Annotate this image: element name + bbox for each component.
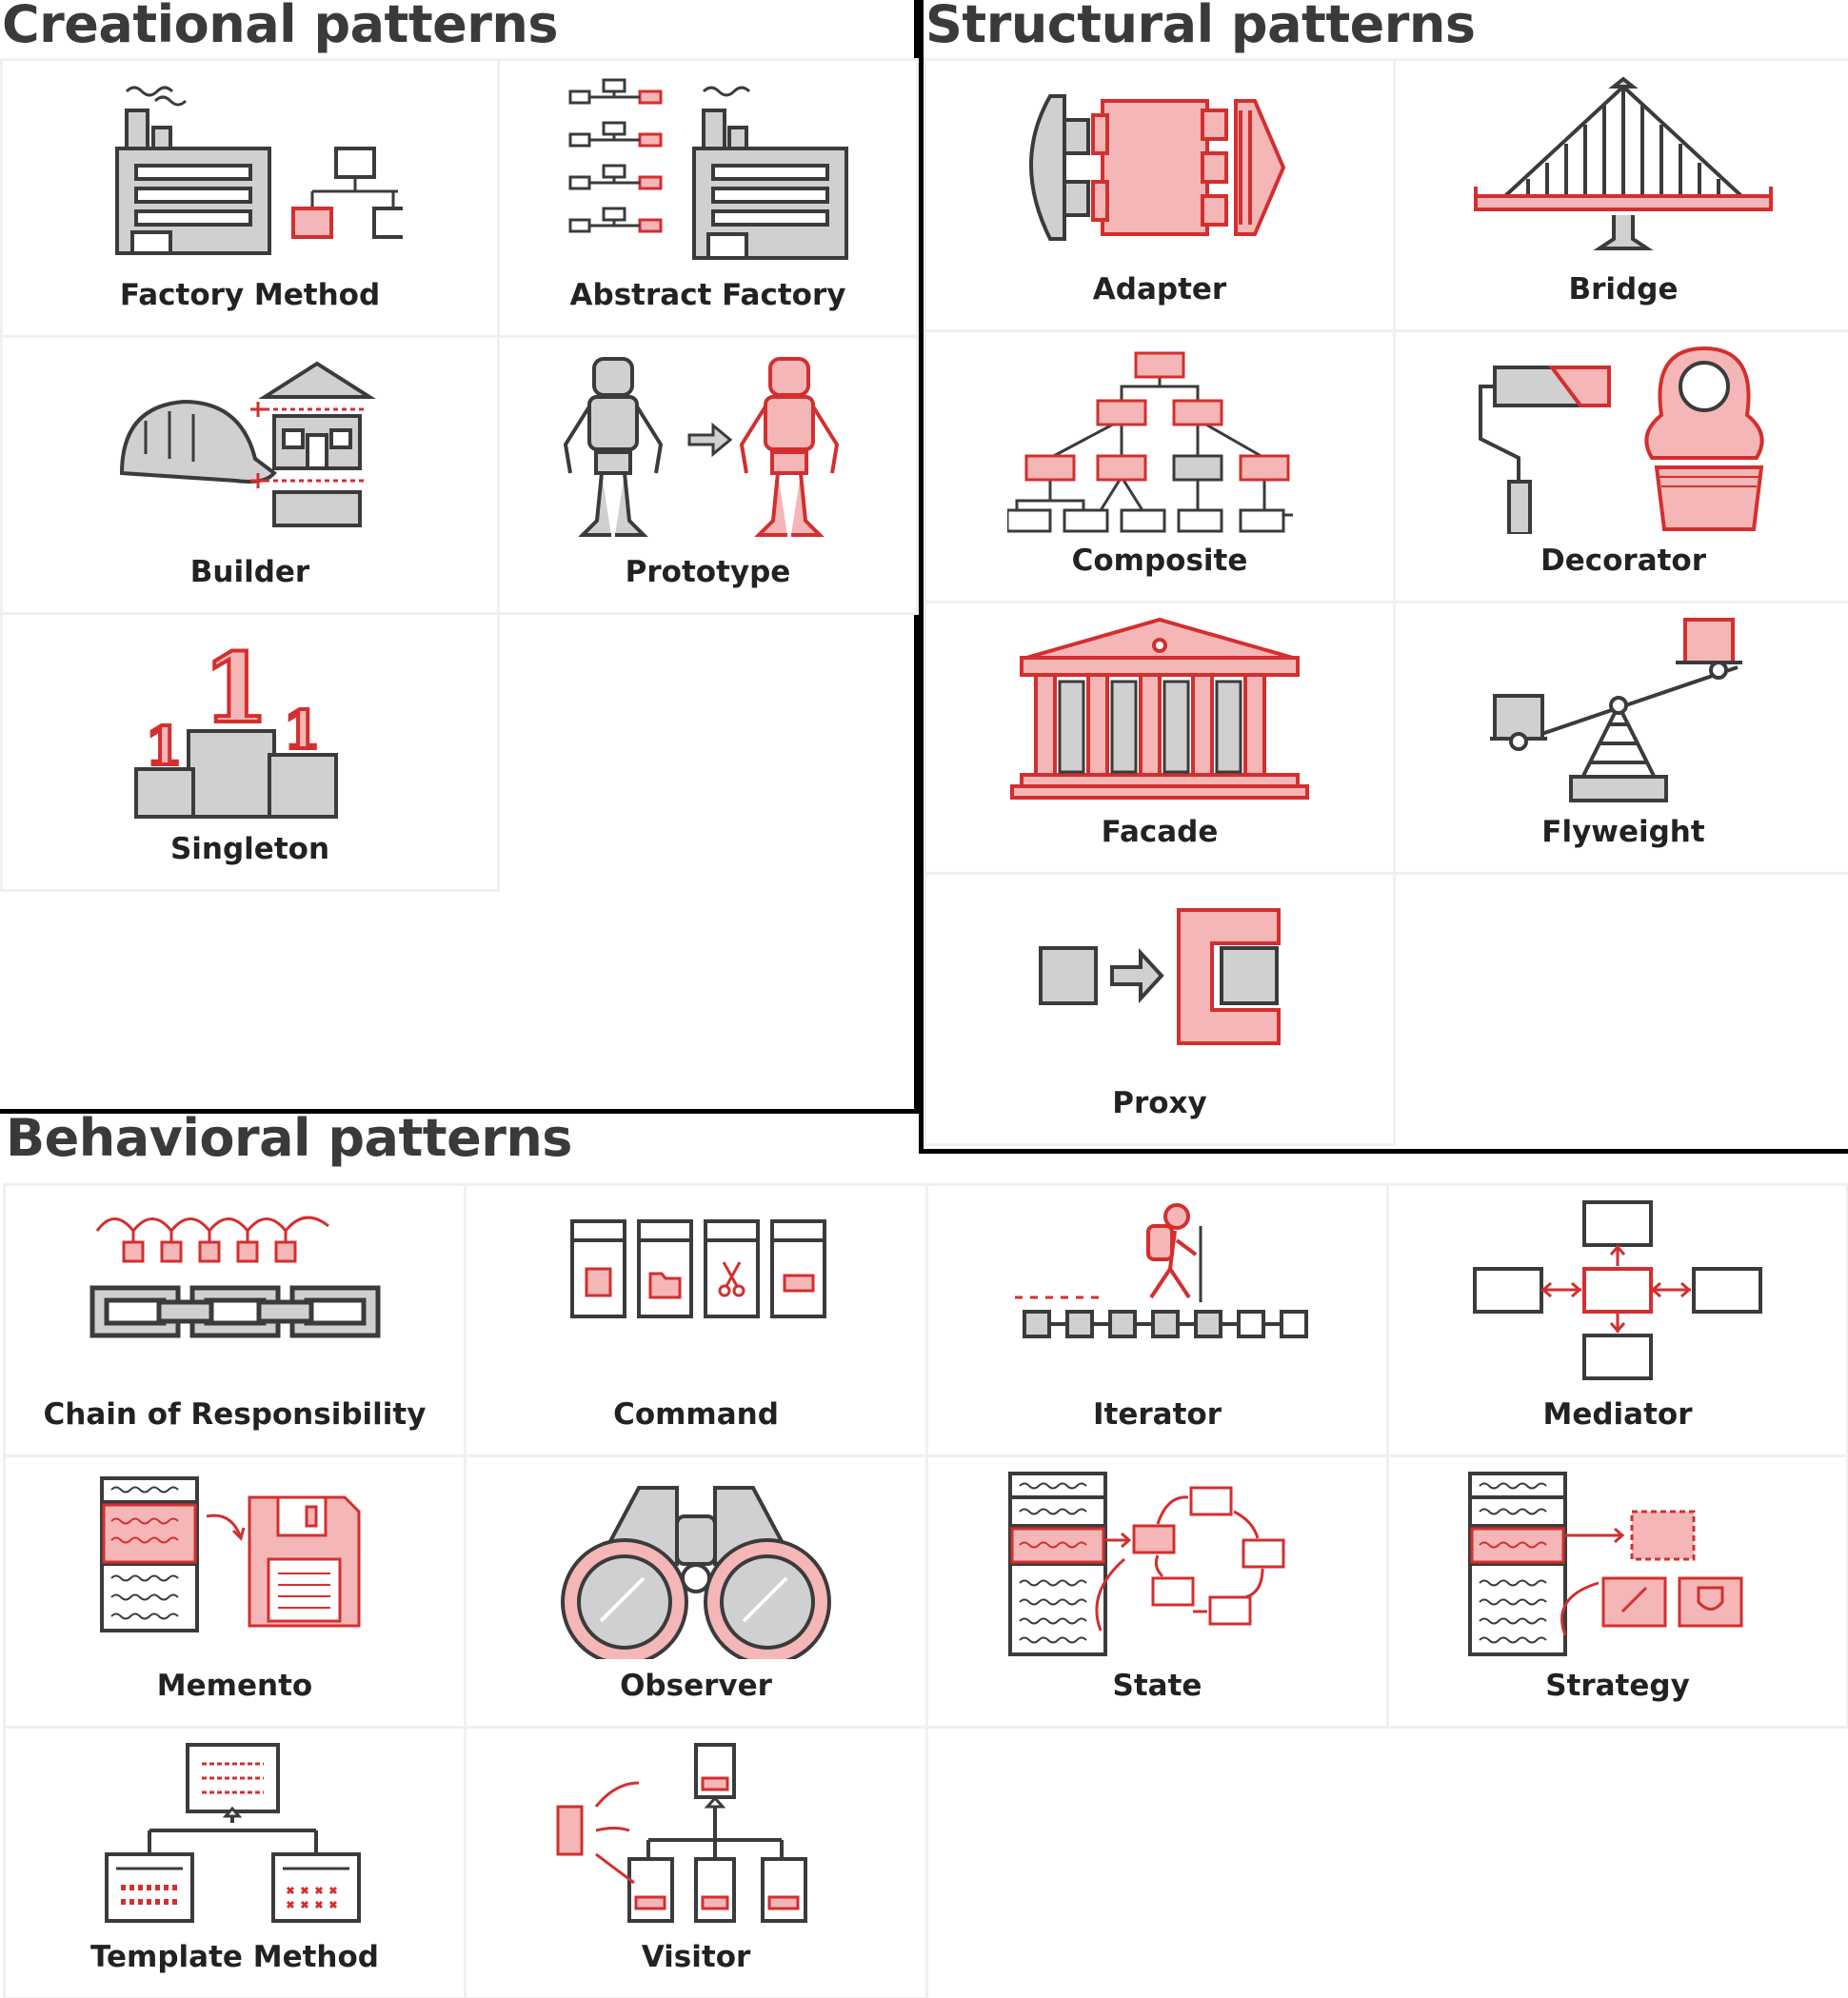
pattern-label: Adapter xyxy=(1092,272,1227,307)
pattern-card-proxy[interactable]: Proxy xyxy=(926,875,1393,1143)
factory-icon xyxy=(114,86,403,255)
binoculars-icon xyxy=(561,1486,831,1659)
behavioral-title: Behavioral patterns xyxy=(6,1108,572,1168)
pattern-label: Proxy xyxy=(1112,1086,1207,1120)
pattern-label: Bridge xyxy=(1568,272,1679,307)
pattern-label: Visitor xyxy=(641,1940,751,1974)
adapter-icon xyxy=(1029,94,1286,241)
pattern-card-bridge[interactable]: Bridge xyxy=(1396,61,1848,329)
pattern-label: Decorator xyxy=(1540,544,1707,578)
pattern-label: Singleton xyxy=(169,832,330,866)
pattern-card-builder[interactable]: Builder xyxy=(3,338,497,612)
structural-grid: Adapter Bridge xyxy=(926,61,1848,1143)
pattern-card-singleton[interactable]: 1 1 1 Singleton xyxy=(3,615,497,889)
pattern-label: Composite xyxy=(1071,544,1248,578)
svg-text:1: 1 xyxy=(284,699,320,761)
pattern-card-composite[interactable]: Composite xyxy=(926,332,1393,601)
pattern-card-decorator[interactable]: Decorator xyxy=(1396,332,1848,601)
robot-icon xyxy=(563,357,839,537)
pattern-label: Prototype xyxy=(625,555,791,589)
pattern-label: Iterator xyxy=(1093,1397,1222,1432)
structural-section: Structural patterns xyxy=(919,0,1848,1154)
pattern-card-factory-method[interactable]: Factory Method xyxy=(3,61,497,335)
pattern-label: Builder xyxy=(189,555,310,589)
state-icon xyxy=(1007,1472,1284,1656)
pattern-card-flyweight[interactable]: Flyweight xyxy=(1396,603,1848,872)
pattern-label: Memento xyxy=(156,1669,313,1703)
pattern-card-visitor[interactable]: Visitor xyxy=(467,1729,925,1997)
pattern-card-memento[interactable]: Memento xyxy=(6,1457,464,1726)
mediator-icon xyxy=(1473,1200,1762,1380)
strategy-icon xyxy=(1468,1472,1743,1656)
creational-grid: Factory Method xyxy=(3,61,916,889)
creational-section: Creational patterns xyxy=(0,0,919,1114)
svg-text:1: 1 xyxy=(203,632,269,744)
pattern-card-prototype[interactable]: Prototype xyxy=(500,338,916,612)
hiker-icon xyxy=(1014,1203,1308,1338)
pattern-card-mediator[interactable]: Mediator xyxy=(1389,1186,1846,1454)
proxy-icon xyxy=(1039,908,1281,1045)
behavioral-grid: Chain of Responsibility Command xyxy=(6,1186,1846,1997)
creational-title: Creational patterns xyxy=(2,0,559,54)
pattern-card-template-method[interactable]: Template Method xyxy=(6,1729,464,1997)
command-icon xyxy=(570,1219,826,1318)
pattern-label: State xyxy=(1112,1669,1202,1703)
builder-icon xyxy=(119,361,376,527)
floppy-icon xyxy=(99,1476,360,1632)
pattern-card-state[interactable]: State xyxy=(928,1457,1386,1726)
pattern-card-command[interactable]: Command xyxy=(467,1186,925,1454)
structural-title: Structural patterns xyxy=(925,0,1476,54)
pattern-label: Flyweight xyxy=(1541,815,1705,849)
pattern-card-chain-of-responsibility[interactable]: Chain of Responsibility xyxy=(6,1186,464,1454)
svg-text:1: 1 xyxy=(146,715,182,777)
abstract-factory-icon xyxy=(568,78,848,260)
pattern-label: Mediator xyxy=(1542,1397,1693,1432)
bridge-icon xyxy=(1474,76,1773,250)
seesaw-icon xyxy=(1490,618,1742,802)
visitor-icon xyxy=(556,1743,807,1923)
pattern-card-iterator[interactable]: Iterator xyxy=(928,1186,1386,1454)
temple-icon xyxy=(1010,617,1309,800)
pattern-label: Facade xyxy=(1101,815,1219,849)
pattern-label: Chain of Responsibility xyxy=(43,1397,427,1432)
template-icon xyxy=(104,1743,361,1923)
decorator-icon xyxy=(1479,346,1764,534)
pattern-card-facade[interactable]: Facade xyxy=(926,603,1393,872)
pattern-card-adapter[interactable]: Adapter xyxy=(926,61,1393,329)
pattern-label: Observer xyxy=(620,1669,772,1703)
pattern-label: Abstract Factory xyxy=(569,278,846,312)
pattern-card-strategy[interactable]: Strategy xyxy=(1389,1457,1846,1726)
pattern-card-abstract-factory[interactable]: Abstract Factory xyxy=(500,61,916,335)
behavioral-section: Behavioral patterns Chain of xyxy=(0,1108,1848,1998)
pattern-label: Template Method xyxy=(90,1940,379,1974)
pattern-card-observer[interactable]: Observer xyxy=(467,1457,925,1726)
pattern-label: Factory Method xyxy=(119,278,381,312)
chain-icon xyxy=(89,1216,380,1338)
pattern-label: Command xyxy=(613,1397,779,1432)
pattern-label: Strategy xyxy=(1545,1669,1690,1703)
tree-icon xyxy=(1007,351,1293,533)
podium-icon: 1 1 1 xyxy=(133,630,338,819)
